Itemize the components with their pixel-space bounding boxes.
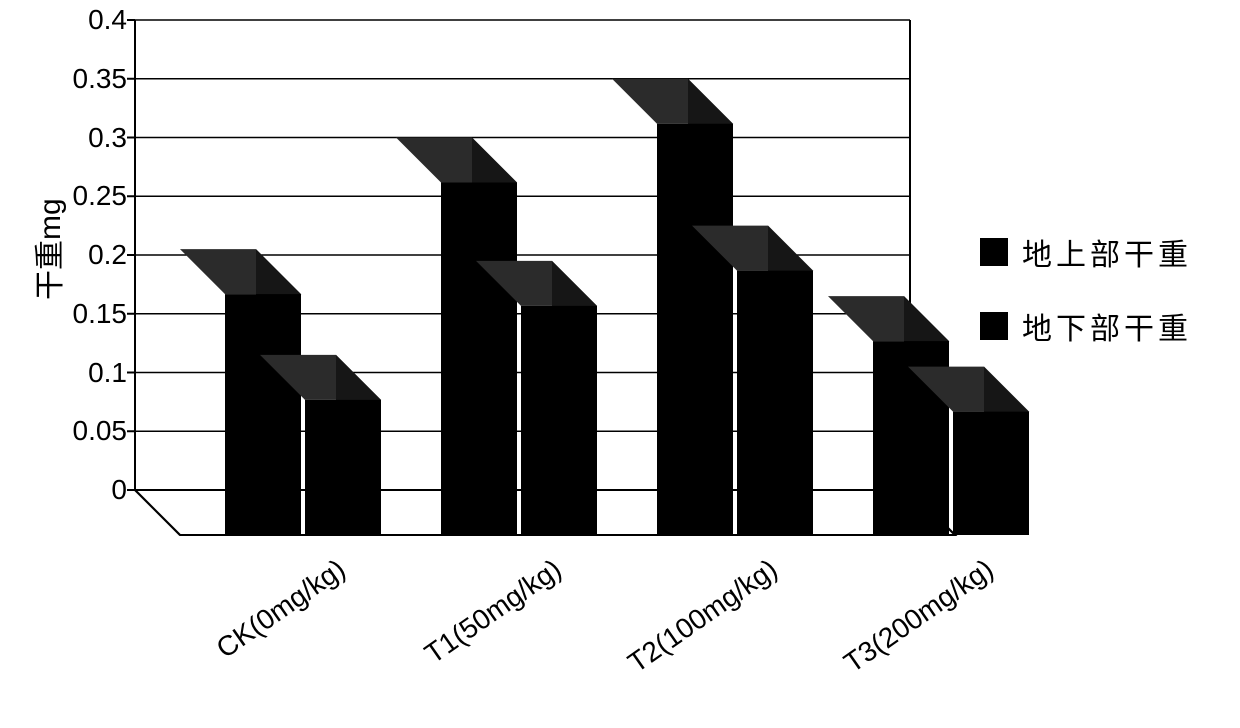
- y-tick-label: 0.3: [88, 122, 127, 154]
- y-tick-label: 0.35: [73, 63, 128, 95]
- legend-item-0: 地上部干重: [980, 230, 1192, 274]
- y-tick-label: 0.2: [88, 239, 127, 271]
- y-tick-label: 0.15: [73, 298, 128, 330]
- legend-label-0: 地上部干重: [1022, 230, 1192, 274]
- y-tick-label: 0.1: [88, 357, 127, 389]
- axis-svg: [135, 20, 955, 620]
- y-axis-title: 干重mg: [25, 198, 69, 300]
- plot-area: 00.050.10.150.20.250.30.350.4: [135, 20, 955, 560]
- legend-label-1: 地下部干重: [1022, 304, 1192, 348]
- legend: 地上部干重 地下部干重: [980, 230, 1192, 378]
- y-tick-label: 0: [111, 474, 127, 506]
- legend-swatch-1: [980, 312, 1008, 340]
- chart-container: 干重mg 00.050.10.150.20.250.30.350.4 CK(0m…: [0, 0, 1240, 722]
- y-tick-label: 0.05: [73, 415, 128, 447]
- y-tick-label: 0.4: [88, 4, 127, 36]
- legend-swatch-0: [980, 238, 1008, 266]
- legend-item-1: 地下部干重: [980, 304, 1192, 348]
- y-tick-label: 0.25: [73, 180, 128, 212]
